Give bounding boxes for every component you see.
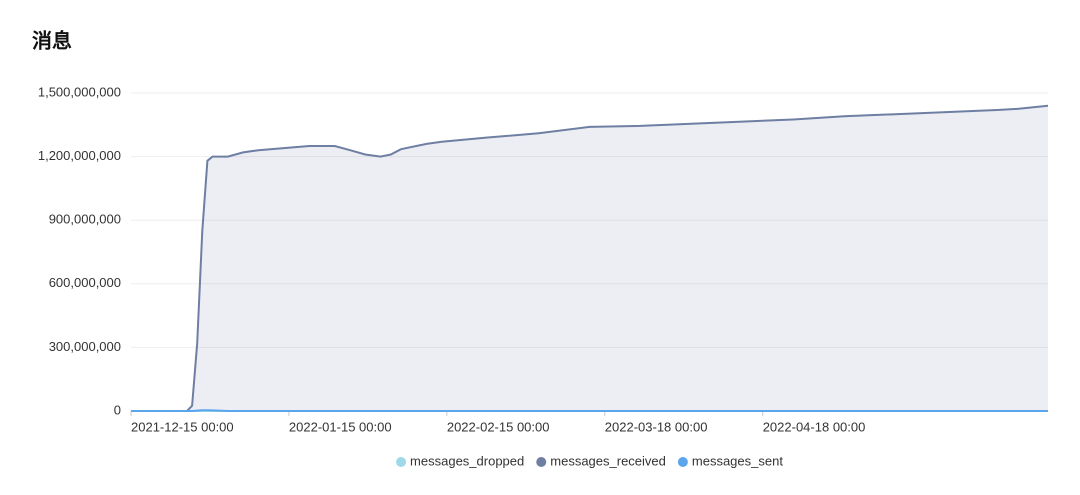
- legend-label: messages_received: [550, 453, 666, 468]
- line: [131, 409, 1048, 412]
- y-tick-label: 900,000,000: [49, 212, 121, 227]
- x-tick-label: 2022-04-18 00:00: [763, 419, 866, 434]
- legend-marker: [677, 457, 688, 467]
- line: [131, 104, 1049, 412]
- legend-label: messages_sent: [692, 453, 783, 468]
- y-tick-label: 0: [114, 402, 121, 417]
- x-tick-label: 2022-03-18 00:00: [605, 419, 708, 434]
- y-tick-label: 1,200,000,000: [38, 148, 121, 163]
- area: [131, 105, 1048, 411]
- legend: messages_dropped messages_received message…: [396, 453, 783, 468]
- legend-marker: [536, 457, 547, 467]
- x-tick-label: 2022-02-15 00:00: [447, 419, 550, 434]
- x-tick-label: 2022-01-15 00:00: [289, 419, 392, 434]
- legend-marker: [396, 457, 407, 467]
- legend-label: messages_dropped: [410, 453, 524, 468]
- y-tick-label: 600,000,000: [49, 275, 121, 290]
- chart-title: 消息: [32, 29, 72, 53]
- x-tick-label: 2021-12-15 00:00: [131, 419, 234, 434]
- y-tick-label: 300,000,000: [49, 339, 121, 354]
- y-tick-label: 1,500,000,000: [38, 84, 121, 99]
